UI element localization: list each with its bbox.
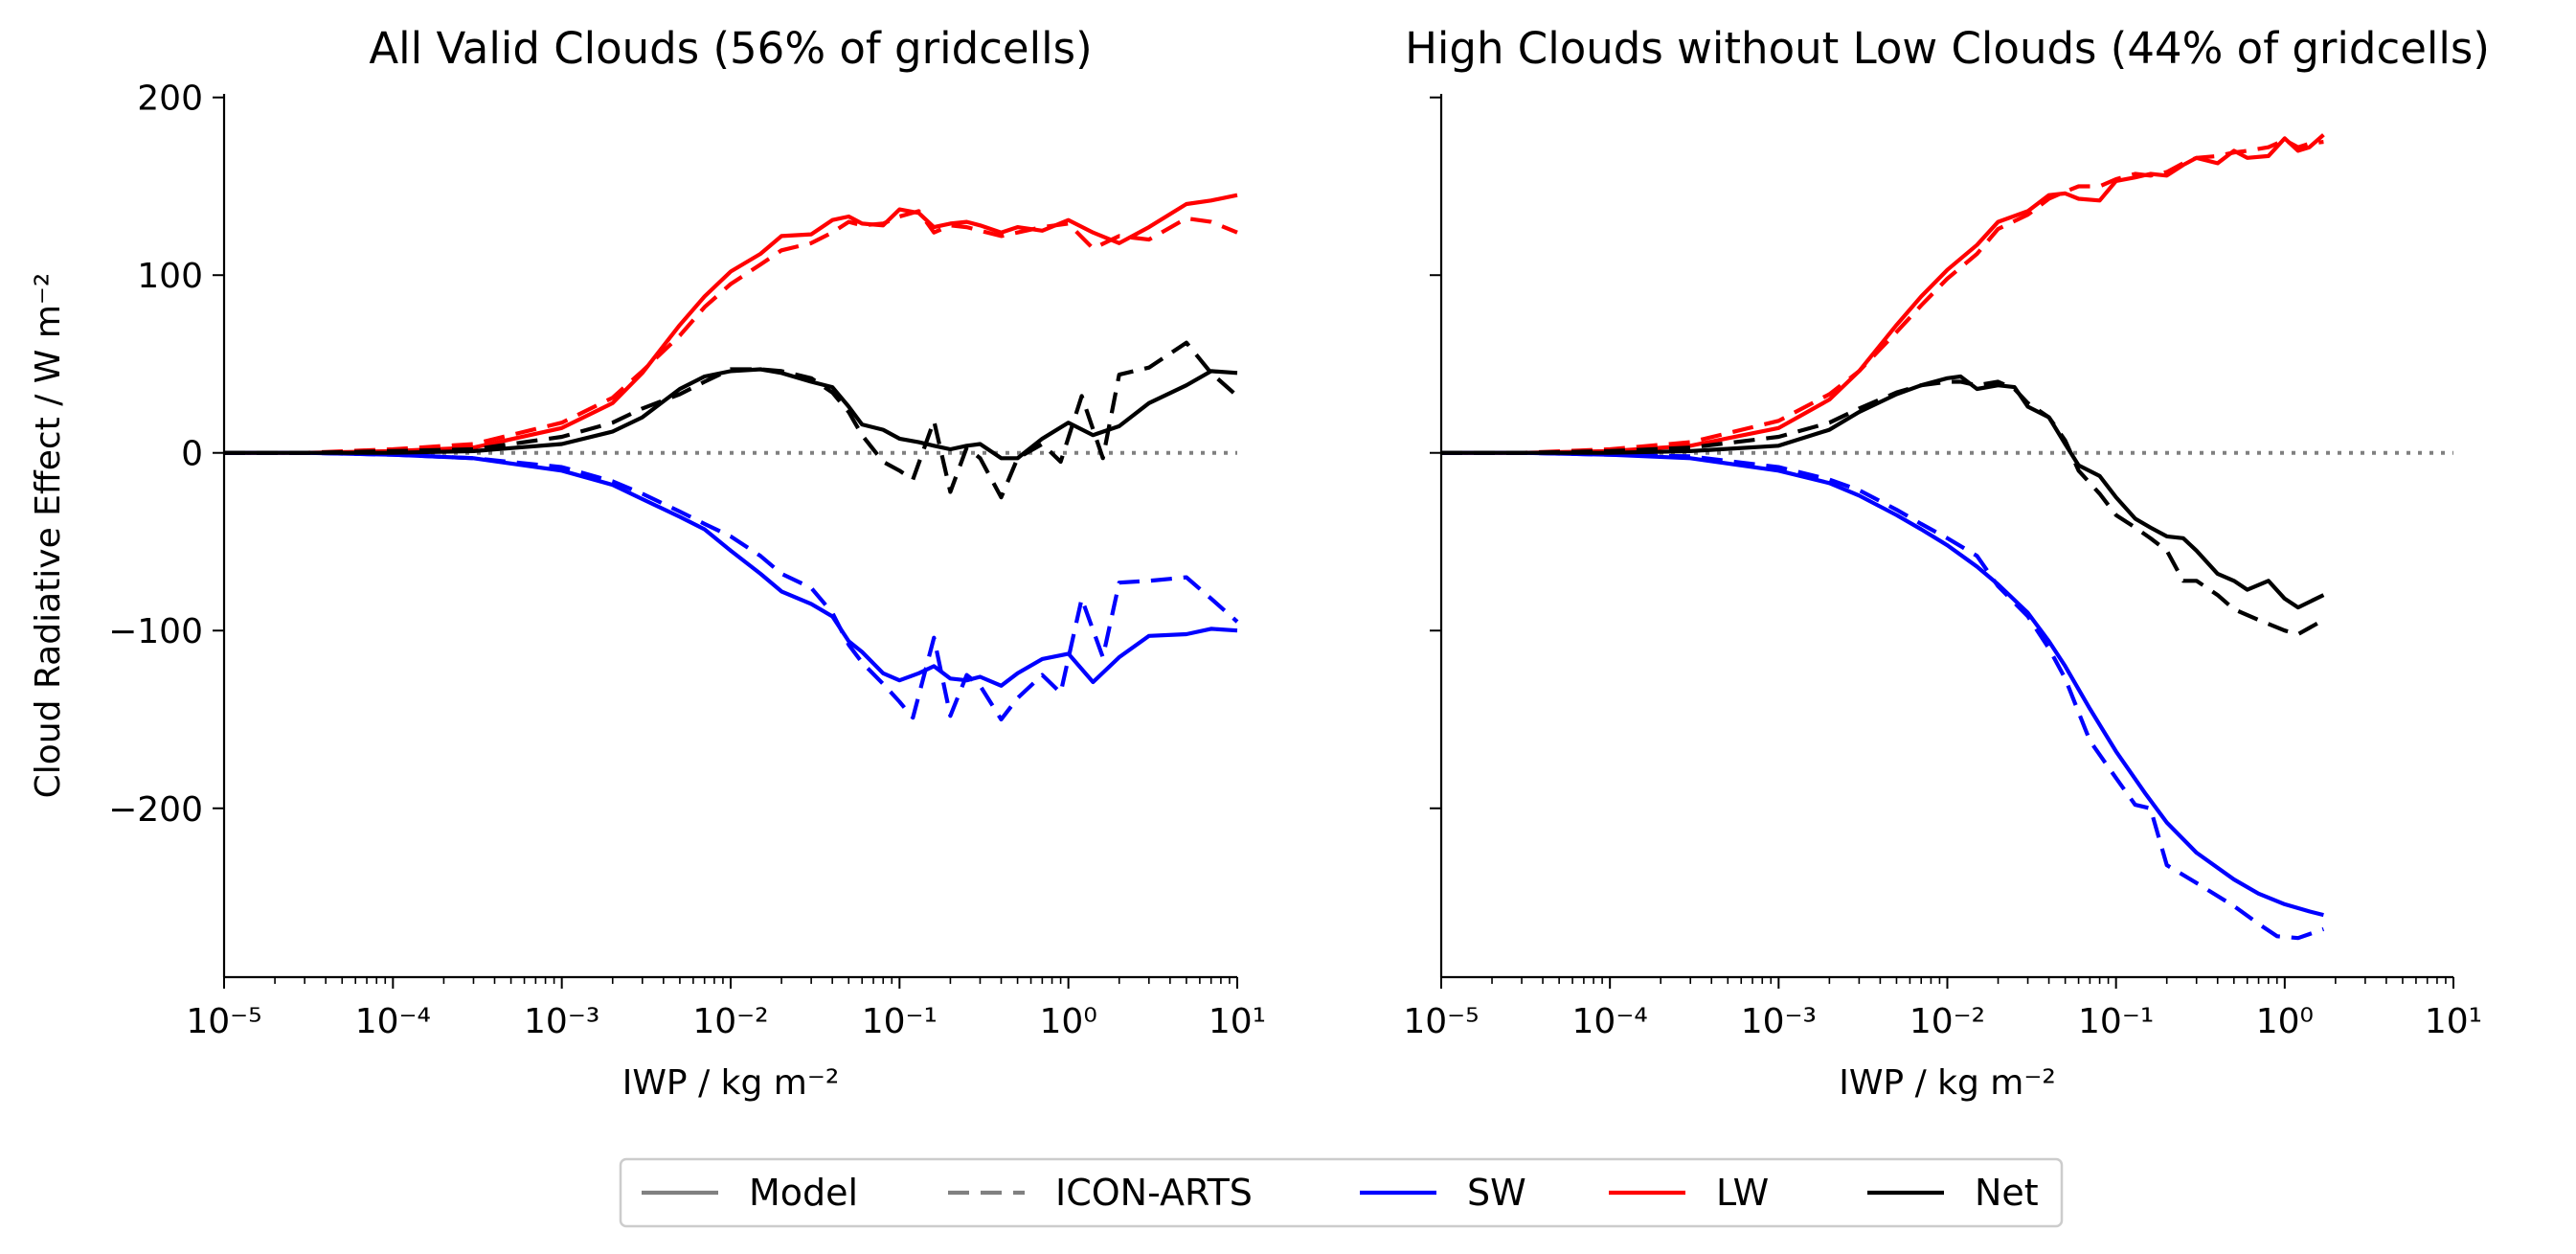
series-line-net-model: [1441, 374, 2325, 610]
panel-title: All Valid Clouds (56% of gridcells): [369, 23, 1092, 74]
x-tick-label: 10⁻³: [524, 1002, 599, 1041]
legend-label: Net: [1975, 1172, 2039, 1214]
x-tick-label: 10⁻⁵: [1403, 1002, 1479, 1041]
series-line-sw-model: [224, 450, 1238, 688]
x-tick-label: 10⁻²: [1909, 1002, 1985, 1041]
y-tick-label: 200: [137, 80, 203, 119]
right-panel: High Clouds without Low Clouds (44% of g…: [1403, 23, 2490, 1103]
legend-label: Model: [749, 1172, 858, 1214]
legend-box: [619, 1157, 2064, 1228]
x-tick-label: 10⁻⁵: [186, 1002, 261, 1041]
x-tick-label: 10⁻⁴: [355, 1002, 431, 1041]
x-axis-label: IWP / kg m⁻²: [1839, 1063, 2056, 1103]
x-tick-label: 10¹: [2425, 1002, 2482, 1041]
series-line-lw-model: [224, 193, 1238, 455]
series-line-sw-model: [1441, 450, 2324, 918]
legend-label: SW: [1467, 1172, 1526, 1214]
series-line-sw-icon-arts: [1441, 450, 2325, 941]
legend-label: LW: [1716, 1172, 1769, 1214]
left-panel: All Valid Clouds (56% of gridcells) 10⁻⁵ 1…: [29, 23, 1266, 1103]
series-line-lw-icon-arts: [224, 209, 1238, 455]
y-tick-label: −100: [108, 612, 203, 651]
legend: Model ICON-ARTS SW LW Net: [619, 1157, 2064, 1228]
x-tick-label: 10⁻³: [1741, 1002, 1817, 1041]
y-axis-label: Cloud Radiative Effect / W m⁻²: [29, 273, 68, 799]
series-line-net-model: [224, 367, 1238, 461]
series-line-net-icon-arts: [1441, 379, 2325, 637]
x-tick-label: 10⁰: [2256, 1002, 2314, 1041]
x-tick-label: 10⁻⁴: [1572, 1002, 1648, 1041]
panel-title: High Clouds without Low Clouds (44% of g…: [1405, 23, 2490, 74]
legend-label: ICON-ARTS: [1055, 1172, 1253, 1214]
x-tick-label: 10⁻¹: [2078, 1002, 2154, 1041]
x-tick-label: 10⁻²: [692, 1002, 768, 1041]
x-axis-label: IWP / kg m⁻²: [622, 1063, 840, 1103]
x-tick-label: 10¹: [1209, 1002, 1266, 1041]
x-tick-label: 10⁻¹: [862, 1002, 938, 1041]
series-line-net-icon-arts: [224, 340, 1239, 500]
series-line-sw-icon-arts: [224, 450, 1239, 722]
y-tick-label: 0: [181, 435, 203, 474]
y-tick-label: −200: [108, 790, 203, 830]
series-line-lw-model: [1441, 133, 2325, 455]
series-line-lw-icon-arts: [1441, 138, 2324, 455]
y-tick-label: 100: [137, 257, 203, 296]
x-tick-label: 10⁰: [1040, 1002, 1097, 1041]
